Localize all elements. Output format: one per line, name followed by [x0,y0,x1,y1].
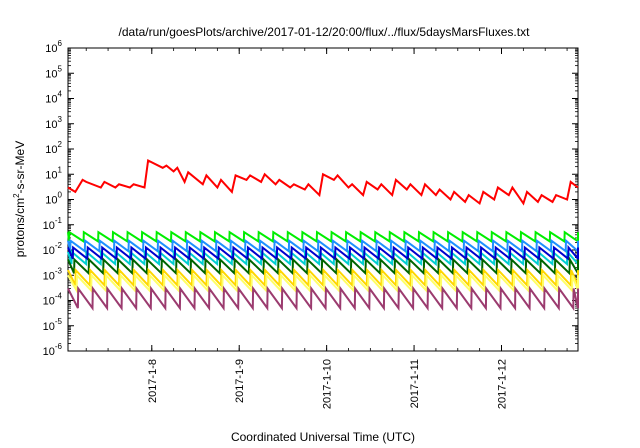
x-tick-label: 2017-1-12 [497,359,509,409]
y-tick-label: 103 [45,115,62,131]
x-axis-title: Coordinated Universal Time (UTC) [231,430,415,444]
y-tick-label: 104 [45,90,62,106]
series-line-3 [67,238,579,254]
series-line-9 [67,285,579,312]
y-tick-label: 10-5 [43,317,63,333]
y-tick-label: 102 [45,140,62,156]
y-tick-label: 10-3 [43,266,63,282]
x-tick-label: 2017-1-9 [234,359,246,403]
series-line-6 [67,255,579,277]
y-tick-label: 10-6 [43,342,63,358]
series-line-1 [67,158,579,206]
x-tick-label: 2017-1-10 [322,359,334,409]
x-tick-label: 2017-1-8 [147,359,159,403]
series-line-5 [67,244,579,262]
y-axis: 10-6 10-5 10-4 10-3 10-2 10-1 100 101 102 103 104 1… [43,39,578,358]
chart-title: /data/run/goesPlots/archive/2017-01-12/2… [119,25,531,39]
series-line-2 [67,230,579,244]
y-tick-label: 106 [45,39,62,55]
series-line-7 [67,267,579,288]
y-tick-label: 100 [45,191,62,207]
y-axis-title: protons/cm2-s-sr-MeV [12,141,27,257]
series-line-4 [67,249,579,267]
x-tick-label: 2017-1-11 [409,359,421,408]
series-group [67,158,579,312]
y-tick-label: 10-1 [43,216,63,232]
x-axis: 2017-1-8 2017-1-9 2017-1-10 2017-1-11 2017-1… [85,48,568,409]
y-tick-label: 10-4 [43,292,63,308]
y-tick-label: 105 [45,64,62,80]
y-tick-label: 101 [45,165,62,181]
y-tick-label: 10-2 [43,241,63,257]
series-line-8 [67,272,579,295]
